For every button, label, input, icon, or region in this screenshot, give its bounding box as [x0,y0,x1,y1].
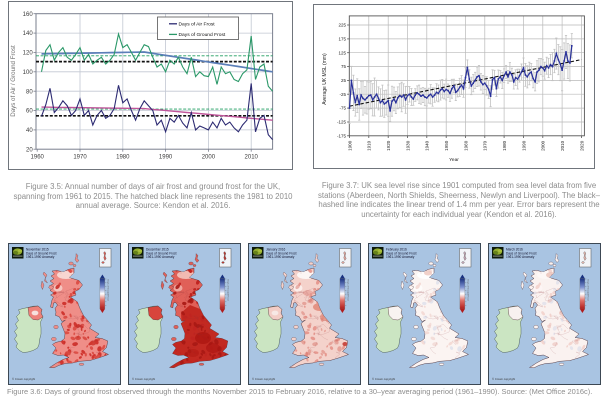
svg-text:Days of Ground Frost: Days of Ground Frost [226,279,229,300]
svg-text:Days of Ground Frost: Days of Ground Frost [466,279,469,300]
svg-text:-25: -25 [339,92,346,97]
svg-text:Days of Ground Frost: Days of Ground Frost [26,251,57,255]
svg-text:2010: 2010 [245,154,259,160]
svg-text:March 2016: March 2016 [506,247,523,251]
svg-text:-125: -125 [337,120,347,125]
svg-text:100: 100 [23,70,34,76]
svg-text:1940: 1940 [425,140,430,151]
svg-text:1961-1990 Anomaly: 1961-1990 Anomaly [26,255,55,259]
svg-text:120: 120 [23,51,34,57]
svg-text:1961-1990 Anomaly: 1961-1990 Anomaly [146,255,175,259]
svg-text:1980: 1980 [116,154,130,160]
svg-text:December 2015: December 2015 [146,247,169,251]
svg-text:Average UK MSL (mm): Average UK MSL (mm) [322,53,328,105]
svg-text:80: 80 [26,89,33,95]
svg-text:1980: 1980 [502,140,507,151]
svg-text:125: 125 [338,50,346,55]
svg-text:1961-1990 Anomaly: 1961-1990 Anomaly [266,255,295,259]
svg-text:2020: 2020 [579,140,584,151]
svg-text:2000: 2000 [202,154,216,160]
svg-text:1920: 1920 [386,140,391,151]
svg-text:25: 25 [341,78,347,83]
svg-text:60: 60 [26,109,33,115]
svg-text:75: 75 [341,64,347,69]
svg-text:1961-1990 Anomaly: 1961-1990 Anomaly [386,255,415,259]
svg-text:-175: -175 [337,133,347,138]
svg-text:-75: -75 [339,106,346,111]
svg-text:Days of Ground Frost: Days of Ground Frost [386,251,417,255]
svg-text:November 2015: November 2015 [26,247,49,251]
svg-text:© Crown copyright: © Crown copyright [12,377,35,381]
svg-text:Days of Ground Frost: Days of Ground Frost [106,279,109,300]
svg-text:Days of Ground Frost: Days of Ground Frost [586,279,589,300]
svg-text:Days of Air Frost: Days of Air Frost [179,22,216,28]
svg-text:1950: 1950 [444,140,449,151]
svg-text:1930: 1930 [405,140,410,151]
svg-text:Days of Ground Frost: Days of Ground Frost [346,279,349,300]
svg-text:© Crown copyright: © Crown copyright [252,377,275,381]
svg-text:1961-1990 Anomaly: 1961-1990 Anomaly [506,255,535,259]
svg-text:175: 175 [338,37,346,42]
svg-text:Days of Ground Frost: Days of Ground Frost [179,32,226,38]
svg-text:January 2016: January 2016 [266,247,286,251]
svg-text:Days of Ground Frost: Days of Ground Frost [506,251,537,255]
svg-text:© Crown copyright: © Crown copyright [492,377,515,381]
svg-text:February 2016: February 2016 [386,247,407,251]
svg-text:1970: 1970 [73,154,87,160]
svg-text:1960: 1960 [31,154,45,160]
svg-text:40: 40 [26,128,33,134]
svg-text:Days of Air / Ground Frost: Days of Air / Ground Frost [10,45,17,117]
svg-text:Days of Ground Frost: Days of Ground Frost [266,251,297,255]
svg-text:Days of Ground Frost: Days of Ground Frost [146,251,177,255]
svg-text:1970: 1970 [483,140,488,151]
svg-text:2000: 2000 [541,140,546,151]
svg-text:© Crown copyright: © Crown copyright [372,377,395,381]
svg-text:Year: Year [449,157,459,163]
svg-text:1990: 1990 [159,154,173,160]
svg-text:1960: 1960 [463,140,468,151]
svg-text:1910: 1910 [367,140,372,151]
svg-text:160: 160 [23,12,34,18]
svg-text:225: 225 [338,23,346,28]
svg-text:1990: 1990 [521,140,526,151]
svg-text:140: 140 [23,31,34,37]
svg-text:2010: 2010 [560,140,565,151]
svg-text:© Crown copyright: © Crown copyright [132,377,155,381]
svg-text:1900: 1900 [347,140,352,151]
svg-text:20: 20 [26,147,33,153]
